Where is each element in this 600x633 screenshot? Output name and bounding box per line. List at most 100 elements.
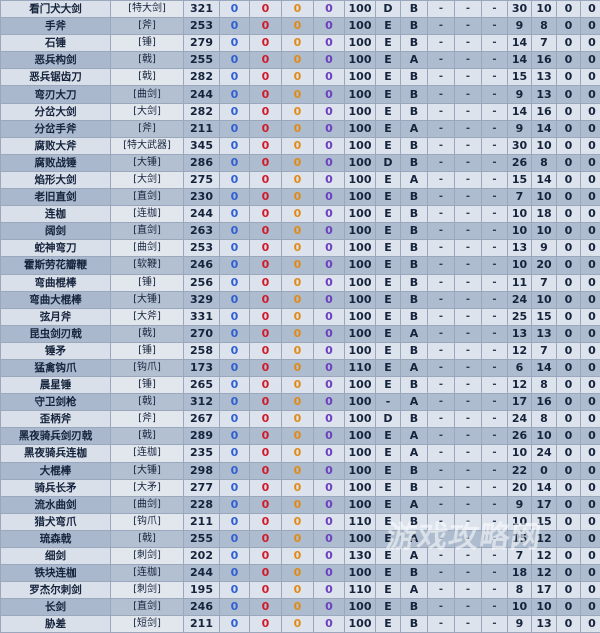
- fire-attack: 0: [250, 479, 282, 496]
- lightning-attack: 0: [282, 325, 314, 342]
- scaling-fth: -: [455, 582, 482, 599]
- req-intelligence: 0: [557, 411, 581, 428]
- scaling-int: -: [428, 428, 455, 445]
- req-dexterity: 10: [532, 291, 557, 308]
- req-dexterity: 8: [532, 154, 557, 171]
- req-strength: 8: [508, 582, 532, 599]
- holy-attack: 0: [314, 513, 345, 530]
- req-dexterity: 12: [532, 548, 557, 565]
- critical: 100: [345, 154, 376, 171]
- scaling-int: -: [428, 616, 455, 633]
- req-dexterity: 8: [532, 377, 557, 394]
- scaling-dex: B: [401, 616, 428, 633]
- req-faith: 0: [581, 616, 600, 633]
- lightning-attack: 0: [282, 171, 314, 188]
- physical-attack: 277: [184, 479, 220, 496]
- weapon-type: [连枷]: [111, 445, 184, 462]
- req-strength: 7: [508, 189, 532, 206]
- scaling-dex: B: [401, 103, 428, 120]
- lightning-attack: 0: [282, 206, 314, 223]
- magic-attack: 0: [220, 599, 250, 616]
- lightning-attack: 0: [282, 1, 314, 18]
- req-strength: 15: [508, 530, 532, 547]
- weapon-name: 骑兵长矛: [1, 479, 111, 496]
- physical-attack: 230: [184, 189, 220, 206]
- req-faith: 0: [581, 479, 600, 496]
- physical-attack: 258: [184, 342, 220, 359]
- holy-attack: 0: [314, 69, 345, 86]
- weapon-name: 昆虫剑刃戟: [1, 325, 111, 342]
- req-dexterity: 12: [532, 565, 557, 582]
- req-intelligence: 0: [557, 342, 581, 359]
- fire-attack: 0: [250, 274, 282, 291]
- scaling-str: E: [376, 291, 401, 308]
- physical-attack: 195: [184, 582, 220, 599]
- weapon-name: 细剑: [1, 548, 111, 565]
- scaling-fth: -: [455, 377, 482, 394]
- req-strength: 22: [508, 462, 532, 479]
- lightning-attack: 0: [282, 428, 314, 445]
- scaling-int: -: [428, 462, 455, 479]
- scaling-str: E: [376, 462, 401, 479]
- req-intelligence: 0: [557, 377, 581, 394]
- magic-attack: 0: [220, 69, 250, 86]
- weapon-name: 弯曲大棍棒: [1, 291, 111, 308]
- holy-attack: 0: [314, 103, 345, 120]
- weapon-type: [刺剑]: [111, 582, 184, 599]
- req-strength: 24: [508, 411, 532, 428]
- req-dexterity: 8: [532, 18, 557, 35]
- scaling-arc: -: [482, 86, 508, 103]
- scaling-arc: -: [482, 274, 508, 291]
- req-intelligence: 0: [557, 1, 581, 18]
- weapon-name: 锤矛: [1, 342, 111, 359]
- scaling-str: D: [376, 154, 401, 171]
- scaling-fth: -: [455, 18, 482, 35]
- req-strength: 18: [508, 565, 532, 582]
- physical-attack: 263: [184, 223, 220, 240]
- physical-attack: 270: [184, 325, 220, 342]
- fire-attack: 0: [250, 496, 282, 513]
- scaling-arc: -: [482, 513, 508, 530]
- weapon-name: 看门犬大剑: [1, 1, 111, 18]
- scaling-dex: A: [401, 359, 428, 376]
- scaling-fth: -: [455, 189, 482, 206]
- req-dexterity: 17: [532, 496, 557, 513]
- scaling-str: E: [376, 69, 401, 86]
- weapon-type: [大斧]: [111, 308, 184, 325]
- critical: 100: [345, 86, 376, 103]
- scaling-int: -: [428, 325, 455, 342]
- magic-attack: 0: [220, 445, 250, 462]
- scaling-int: -: [428, 291, 455, 308]
- req-strength: 9: [508, 86, 532, 103]
- scaling-arc: -: [482, 154, 508, 171]
- critical: 100: [345, 616, 376, 633]
- holy-attack: 0: [314, 565, 345, 582]
- lightning-attack: 0: [282, 411, 314, 428]
- scaling-str: E: [376, 359, 401, 376]
- req-dexterity: 7: [532, 342, 557, 359]
- scaling-arc: -: [482, 137, 508, 154]
- fire-attack: 0: [250, 35, 282, 52]
- req-strength: 30: [508, 1, 532, 18]
- weapon-type: [钩爪]: [111, 359, 184, 376]
- critical: 100: [345, 18, 376, 35]
- scaling-arc: -: [482, 257, 508, 274]
- holy-attack: 0: [314, 171, 345, 188]
- physical-attack: 256: [184, 274, 220, 291]
- magic-attack: 0: [220, 377, 250, 394]
- scaling-int: -: [428, 530, 455, 547]
- holy-attack: 0: [314, 137, 345, 154]
- physical-attack: 298: [184, 462, 220, 479]
- req-faith: 0: [581, 462, 600, 479]
- req-intelligence: 0: [557, 86, 581, 103]
- holy-attack: 0: [314, 189, 345, 206]
- req-intelligence: 0: [557, 308, 581, 325]
